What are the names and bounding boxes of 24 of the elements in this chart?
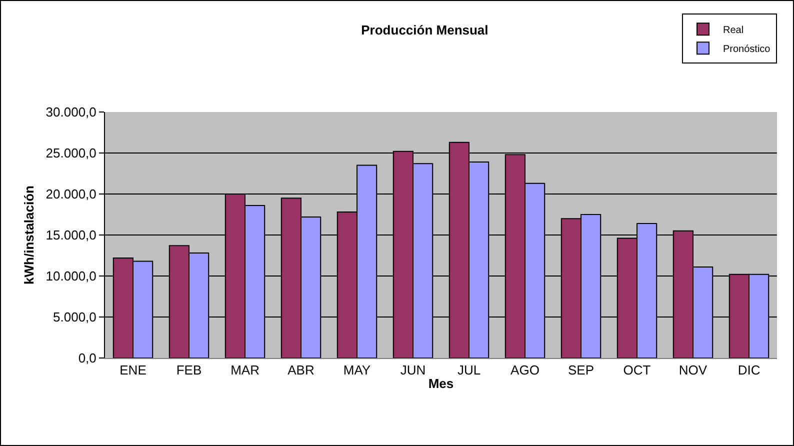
x-tick-label: MAY: [343, 362, 371, 378]
y-tick-label: 25.000,0: [46, 146, 96, 161]
y-tick-label: 10.000,0: [46, 268, 96, 284]
x-tick-label: ENE: [120, 362, 147, 378]
x-tick-label: JUL: [457, 362, 481, 378]
y-tick-label: 0,0: [78, 350, 96, 366]
x-tick-label: OCT: [623, 362, 651, 378]
y-tick-label: 5.000,0: [53, 310, 96, 325]
x-tick-label: AGO: [510, 362, 540, 378]
x-tick-label: DIC: [738, 362, 760, 378]
y-tick-label: 20.000,0: [46, 186, 96, 202]
x-tick-label: JUN: [400, 362, 426, 378]
y-axis-title: kWh/instalación: [22, 185, 37, 284]
x-tick-label: MAR: [230, 362, 260, 378]
chart-title: Producción Mensual: [361, 22, 488, 38]
x-tick-label: SEP: [568, 362, 594, 378]
x-axis-title: Mes: [428, 376, 454, 392]
y-tick-label: 15.000,0: [46, 228, 96, 243]
x-tick-label: ABR: [288, 362, 314, 378]
y-tick-label: 30.000,0: [46, 104, 96, 120]
x-tick-label: NOV: [678, 362, 708, 378]
x-tick-label: FEB: [176, 362, 202, 378]
legend-label: Pronóstico: [723, 44, 771, 55]
legend-label: Real: [723, 25, 744, 36]
